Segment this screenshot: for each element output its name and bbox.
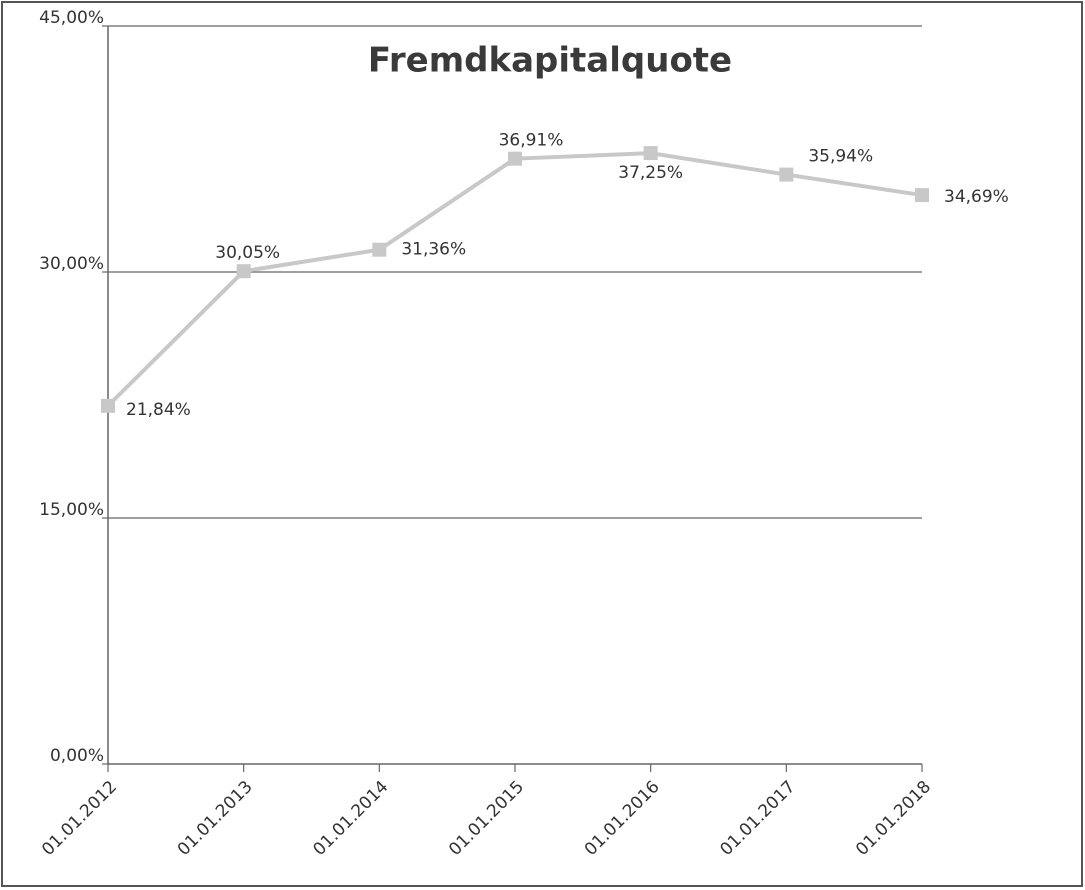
marker <box>236 264 251 279</box>
data-label: 34,69% <box>944 187 1009 207</box>
marker <box>779 167 794 182</box>
data-label: 35,94% <box>808 147 873 167</box>
chart-title: Fremdkapitalquote <box>368 41 732 81</box>
marker <box>372 242 387 257</box>
y-tick-label: 0,00% <box>50 746 104 766</box>
data-label: 30,05% <box>215 243 280 263</box>
marker <box>101 398 115 413</box>
data-label: 21,84% <box>126 400 191 420</box>
data-label: 31,36% <box>401 240 466 260</box>
marker <box>643 146 658 161</box>
y-tick-label: 15,00% <box>39 500 104 520</box>
marker <box>915 188 929 203</box>
data-label: 37,25% <box>618 163 683 183</box>
data-label: 36,91% <box>499 131 564 151</box>
marker <box>508 151 522 166</box>
y-tick-label: 30,00% <box>39 254 104 274</box>
y-tick-label: 45,00% <box>39 8 104 28</box>
